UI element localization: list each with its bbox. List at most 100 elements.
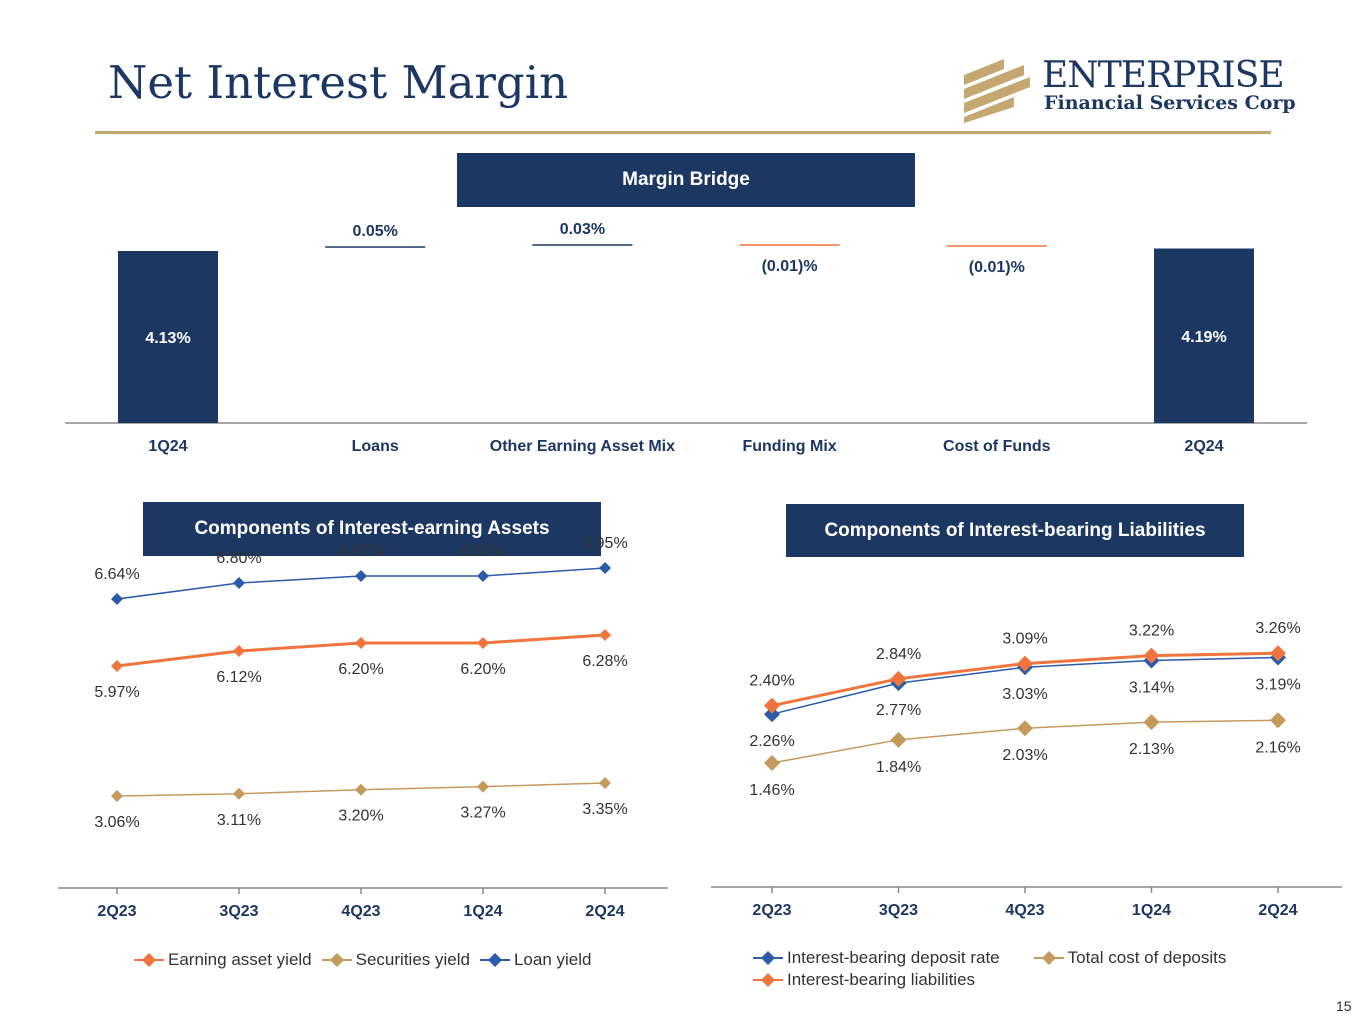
liabilities-legend-label-1: Total cost of deposits: [1067, 948, 1227, 967]
assets-point-2-2: [355, 570, 367, 582]
liabilities-data-label-2-4: 3.26%: [1255, 620, 1300, 637]
assets-point-2-0: [111, 593, 123, 605]
assets-data-label-0-2: 6.20%: [338, 661, 383, 678]
assets-point-0-0: [111, 660, 123, 672]
assets-data-label-0-3: 6.20%: [460, 661, 505, 678]
liabilities-point-1-0: [764, 755, 780, 771]
bridge-value-label-5: 4.19%: [1181, 329, 1226, 346]
assets-point-1-1: [233, 787, 245, 800]
liabilities-point-2-0: [764, 697, 780, 714]
assets-x-tick-label-2: 4Q23: [341, 903, 380, 920]
title-divider: [95, 131, 1271, 134]
liabilities-x-tick-label-3: 1Q24: [1132, 902, 1171, 919]
liabilities-data-label-0-4: 3.19%: [1255, 676, 1300, 693]
liabilities-legend-item-0: Interest-bearing deposit rate: [753, 948, 1000, 968]
page-title: Net Interest Margin: [108, 56, 569, 109]
liabilities-point-0-0: [764, 706, 780, 723]
assets-data-label-2-1: 6.80%: [216, 550, 261, 567]
bridge-value-label-3: (0.01)%: [762, 258, 818, 275]
assets-data-label-0-0: 5.97%: [94, 684, 139, 701]
assets-point-2-1: [233, 577, 245, 589]
assets-data-label-2-3: 6.87%: [460, 543, 505, 560]
liabilities-data-label-1-2: 2.03%: [1002, 747, 1047, 764]
assets-point-0-1: [233, 645, 245, 657]
liabilities-point-1-1: [890, 731, 907, 748]
assets-point-1-3: [477, 780, 489, 793]
assets-legend-label-2: Loan yield: [513, 950, 592, 969]
assets-data-label-2-4: 6.95%: [582, 535, 627, 552]
logo-name: ENTERPRISE: [1042, 55, 1285, 96]
legend-marker-icon: [753, 951, 783, 965]
legend-marker-icon: [753, 973, 783, 987]
liabilities-data-label-1-3: 2.13%: [1129, 741, 1174, 758]
logo-stripes-icon: [964, 59, 1030, 123]
assets-point-1-4: [599, 777, 611, 789]
assets-data-label-0-4: 6.28%: [582, 653, 627, 670]
assets-x-tick-label-0: 2Q23: [97, 903, 136, 920]
assets-point-2-4: [599, 562, 611, 574]
liabilities-data-label-2-2: 3.09%: [1002, 631, 1047, 648]
liabilities-data-label-2-0: 2.40%: [749, 673, 794, 690]
liabilities-data-label-0-3: 3.14%: [1129, 680, 1174, 697]
margin-bridge-title: Margin Bridge: [457, 153, 915, 207]
assets-point-1-2: [355, 783, 367, 796]
bridge-category-label-5: 2Q24: [1184, 438, 1223, 455]
liabilities-legend-label-2: Interest-bearing liabilities: [787, 970, 976, 989]
liabilities-data-label-0-1: 2.77%: [876, 702, 921, 719]
legend-marker-icon: [134, 953, 164, 967]
assets-data-label-2-2: 6.87%: [338, 543, 383, 560]
bridge-category-label-1: Loans: [352, 438, 399, 455]
bridge-category-label-2: Other Earning Asset Mix: [490, 438, 675, 455]
liabilities-x-tick-label-2: 4Q23: [1005, 902, 1044, 919]
liabilities-point-1-3: [1143, 714, 1160, 731]
bridge-value-label-2: 0.03%: [560, 221, 605, 238]
assets-chart-title: Components of Interest-earning Assets: [143, 502, 601, 556]
liabilities-point-1-4: [1270, 712, 1286, 729]
company-logo: ENTERPRISE Financial Services Corp: [960, 55, 1296, 125]
legend-marker-icon: [321, 953, 352, 967]
assets-point-0-3: [477, 637, 489, 649]
liabilities-point-1-2: [1017, 720, 1033, 737]
liabilities-point-2-4: [1270, 645, 1286, 662]
assets-legend-item-2: Loan yield: [479, 950, 592, 970]
bridge-value-label-1: 0.05%: [353, 223, 398, 240]
assets-legend-label-1: Securities yield: [355, 950, 470, 969]
liabilities-chart-title: Components of Interest-bearing Liabiliti…: [786, 504, 1244, 557]
assets-x-tick-label-1: 3Q23: [219, 903, 258, 920]
assets-point-0-2: [355, 637, 367, 649]
liabilities-data-label-1-1: 1.84%: [876, 759, 921, 776]
assets-legend-item-1: Securities yield: [321, 950, 470, 970]
assets-data-label-1-1: 3.11%: [217, 812, 261, 829]
legend-marker-icon: [479, 953, 510, 967]
liabilities-x-tick-label-0: 2Q23: [752, 902, 791, 919]
liabilities-point-2-1: [890, 670, 907, 687]
assets-point-2-3: [477, 570, 489, 582]
liabilities-legend-label-0: Interest-bearing deposit rate: [787, 948, 1000, 967]
assets-legend: Earning asset yield Securities yield Loan …: [134, 950, 601, 970]
legend-marker-icon: [1033, 951, 1064, 965]
liabilities-data-label-1-0: 1.46%: [749, 782, 794, 799]
assets-x-tick-label-3: 1Q24: [463, 903, 502, 920]
bridge-value-label-0: 4.13%: [145, 330, 190, 347]
bridge-category-label-4: Cost of Funds: [943, 438, 1051, 455]
liabilities-x-tick-label-4: 2Q24: [1258, 902, 1297, 919]
assets-data-label-0-1: 6.12%: [216, 669, 261, 686]
assets-legend-label-0: Earning asset yield: [168, 950, 312, 969]
assets-data-label-1-0: 3.06%: [94, 814, 139, 831]
liabilities-x-tick-label-1: 3Q23: [879, 902, 918, 919]
assets-data-label-1-4: 3.35%: [582, 801, 627, 818]
liabilities-legend-item-1: Total cost of deposits: [1033, 948, 1227, 968]
liabilities-data-label-1-4: 2.16%: [1255, 739, 1300, 756]
assets-x-tick-label-4: 2Q24: [585, 903, 624, 920]
assets-point-0-4: [599, 629, 611, 641]
liabilities-point-2-3: [1143, 647, 1160, 664]
assets-data-label-1-2: 3.20%: [338, 808, 383, 825]
logo-subtitle: Financial Services Corp: [1044, 92, 1296, 114]
liabilities-data-label-0-2: 3.03%: [1002, 686, 1047, 703]
bridge-category-label-3: Funding Mix: [742, 438, 836, 455]
assets-data-label-2-0: 6.64%: [94, 566, 139, 583]
assets-legend-item-0: Earning asset yield: [134, 950, 312, 970]
liabilities-legend: Interest-bearing deposit rate Total cost …: [753, 948, 1313, 990]
bridge-category-label-0: 1Q24: [148, 438, 187, 455]
